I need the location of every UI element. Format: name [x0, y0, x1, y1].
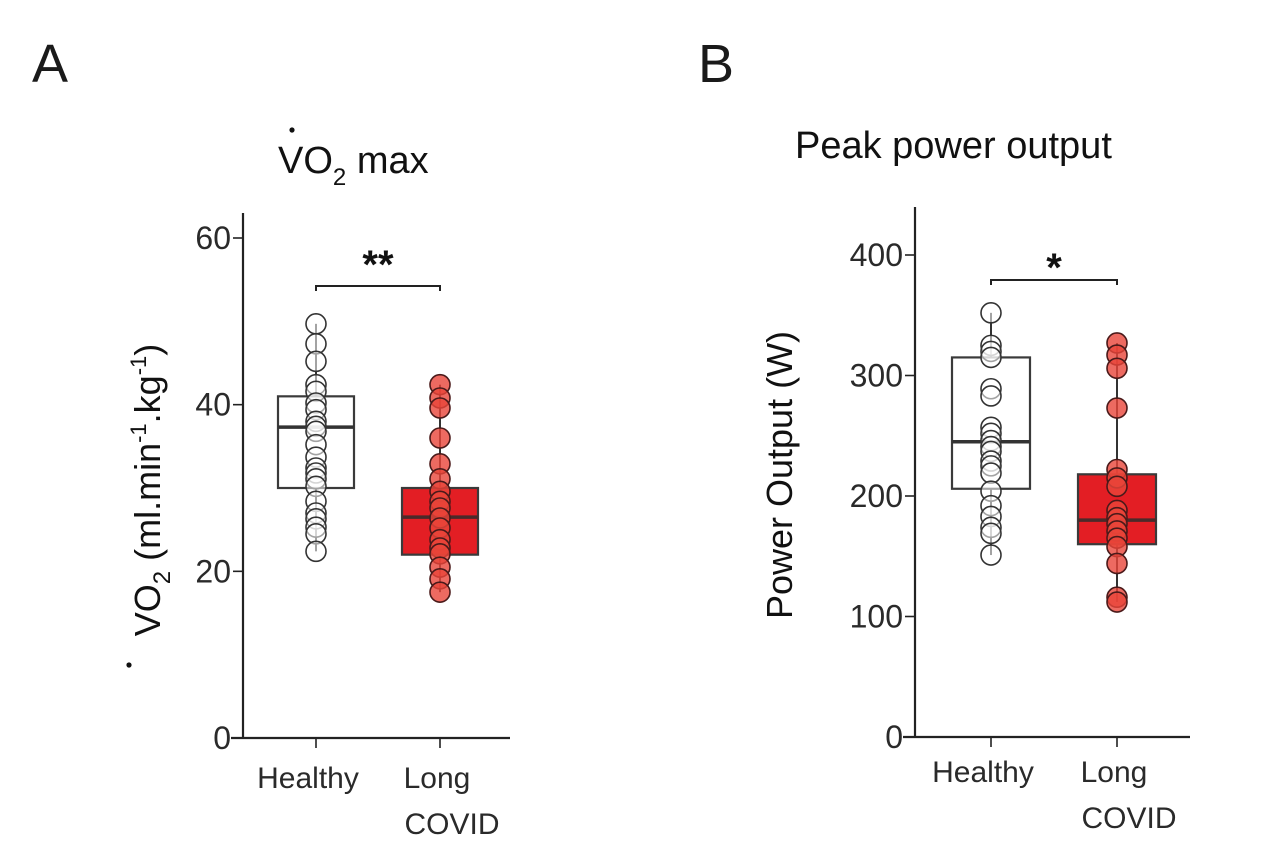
data-point	[980, 544, 1002, 566]
data-point	[429, 397, 451, 419]
x-tick-label: Healthy	[257, 762, 359, 795]
data-point	[980, 346, 1002, 369]
data-point	[1106, 397, 1128, 419]
significance-label: *	[1046, 246, 1062, 290]
y-tick-label: 20	[195, 553, 231, 589]
points-b	[980, 302, 1128, 613]
data-point	[305, 350, 327, 373]
ylabel-a-dot-accent	[126, 662, 132, 668]
data-point	[980, 462, 1002, 484]
y-axis-label-b: Power Output (W)	[759, 331, 800, 619]
x-tick-label: Long	[1081, 756, 1148, 789]
significance-a: **	[315, 243, 441, 291]
panel-letter-b: B	[698, 34, 734, 94]
data-point	[305, 313, 327, 335]
data-point	[1106, 475, 1128, 498]
title-a-main: VO	[278, 140, 333, 182]
x-tick-label: Healthy	[932, 756, 1034, 789]
chart-title-b: Peak power output	[795, 125, 1112, 167]
significance-label: **	[362, 243, 394, 287]
title-a-dot-accent	[289, 127, 295, 133]
x-tick-label: Long	[404, 762, 471, 795]
y-tick-label: 0	[885, 719, 903, 755]
data-point	[980, 385, 1002, 407]
significance-bracket	[315, 285, 441, 291]
title-a-sub: 2	[333, 164, 346, 191]
y-axis-label-a: VO2 (ml.min-1.kg-1)	[126, 344, 176, 637]
data-point	[1106, 591, 1128, 613]
data-point	[1106, 357, 1128, 380]
y-tick-label: 40	[195, 387, 231, 423]
data-point	[305, 540, 327, 563]
y-tick-label: 0	[213, 720, 231, 756]
data-point	[429, 581, 451, 603]
significance-bracket	[990, 279, 1118, 285]
y-tick-label: 400	[850, 237, 903, 273]
axes-b: 0 100 200 300 400 Healthy Long COVID	[850, 207, 1190, 835]
data-point	[429, 427, 451, 449]
x-tick-label: COVID	[404, 808, 499, 841]
y-tick-label: 60	[195, 220, 231, 256]
x-tick-label: COVID	[1081, 802, 1176, 835]
y-tick-label: 200	[850, 478, 903, 514]
axes-a: 0 20 40 60 Healthy Long COVID	[195, 213, 510, 841]
panel-b: B Peak power output Power Output (W) 0 10…	[698, 34, 1190, 835]
chart-title-a: VO2 max	[278, 140, 429, 191]
data-point	[980, 522, 1002, 545]
panel-letter-a: A	[32, 34, 68, 94]
svg-text:VO2 (ml.min-1.kg-1): VO2 (ml.min-1.kg-1)	[126, 344, 176, 637]
significance-b: *	[990, 246, 1118, 290]
y-tick-label: 300	[850, 358, 903, 394]
panel-a: A VO2 max VO2 (ml.min-1.kg-1) 0 20 40 60 Hea…	[32, 34, 510, 841]
data-point	[1106, 552, 1128, 575]
points-a	[305, 313, 451, 603]
y-tick-label: 100	[850, 599, 903, 635]
data-point	[980, 302, 1002, 324]
title-a-rest: max	[346, 140, 428, 182]
